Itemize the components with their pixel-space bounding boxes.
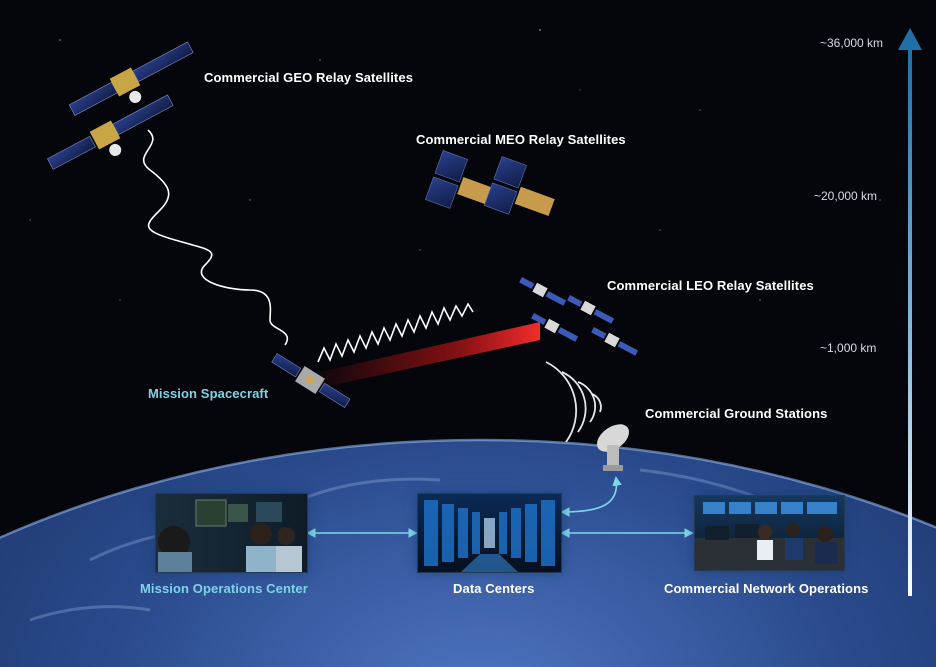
mission-spacecraft-label: Mission Spacecraft — [148, 386, 269, 401]
mission-spacecraft-icon — [271, 353, 351, 408]
mission-operations-photo — [155, 493, 308, 573]
geo-satellite-1 — [68, 41, 194, 116]
leo-satellite-2 — [567, 295, 615, 324]
altitude-1000-label: ~1,000 km — [820, 341, 877, 355]
geo-rf-link — [142, 129, 289, 346]
leo-satellite-4 — [591, 327, 639, 356]
network-operations-illustration — [695, 496, 844, 570]
data-centers-photo — [417, 493, 562, 573]
ground-stations-label: Commercial Ground Stations — [645, 406, 828, 421]
geo-relay-label: Commercial GEO Relay Satellites — [204, 70, 414, 85]
optical-laser-link — [320, 322, 540, 388]
data-centers-label: Data Centers — [453, 581, 535, 596]
altitude-36000-label: ~36,000 km — [820, 36, 884, 50]
data-centers-illustration — [418, 494, 561, 572]
altitude-scale-arrow — [898, 28, 922, 596]
altitude-20000-label: ~20,000 km — [814, 189, 878, 203]
meo-satellite-2 — [483, 156, 555, 217]
ground-station-link-arrow — [560, 476, 622, 517]
ground-station-dish-icon — [545, 361, 630, 471]
leo-relay-label: Commercial LEO Relay Satellites — [607, 278, 814, 293]
network-operations-photo — [694, 495, 845, 571]
geo-satellite-2 — [47, 94, 174, 170]
meo-relay-label: Commercial MEO Relay Satellites — [416, 132, 626, 147]
leo-satellite-1 — [519, 277, 567, 306]
meo-rf-link — [317, 302, 474, 363]
network-operations-label: Commercial Network Operations — [664, 581, 869, 596]
starfield — [29, 29, 881, 301]
mission-operations-illustration — [158, 499, 302, 572]
leo-satellite-3 — [531, 313, 579, 342]
mission-operations-label: Mission Operations Center — [140, 581, 308, 596]
